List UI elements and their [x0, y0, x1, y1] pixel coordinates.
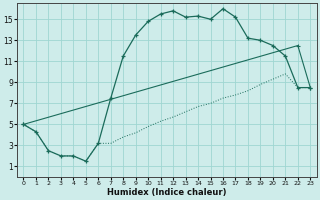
X-axis label: Humidex (Indice chaleur): Humidex (Indice chaleur): [107, 188, 227, 197]
